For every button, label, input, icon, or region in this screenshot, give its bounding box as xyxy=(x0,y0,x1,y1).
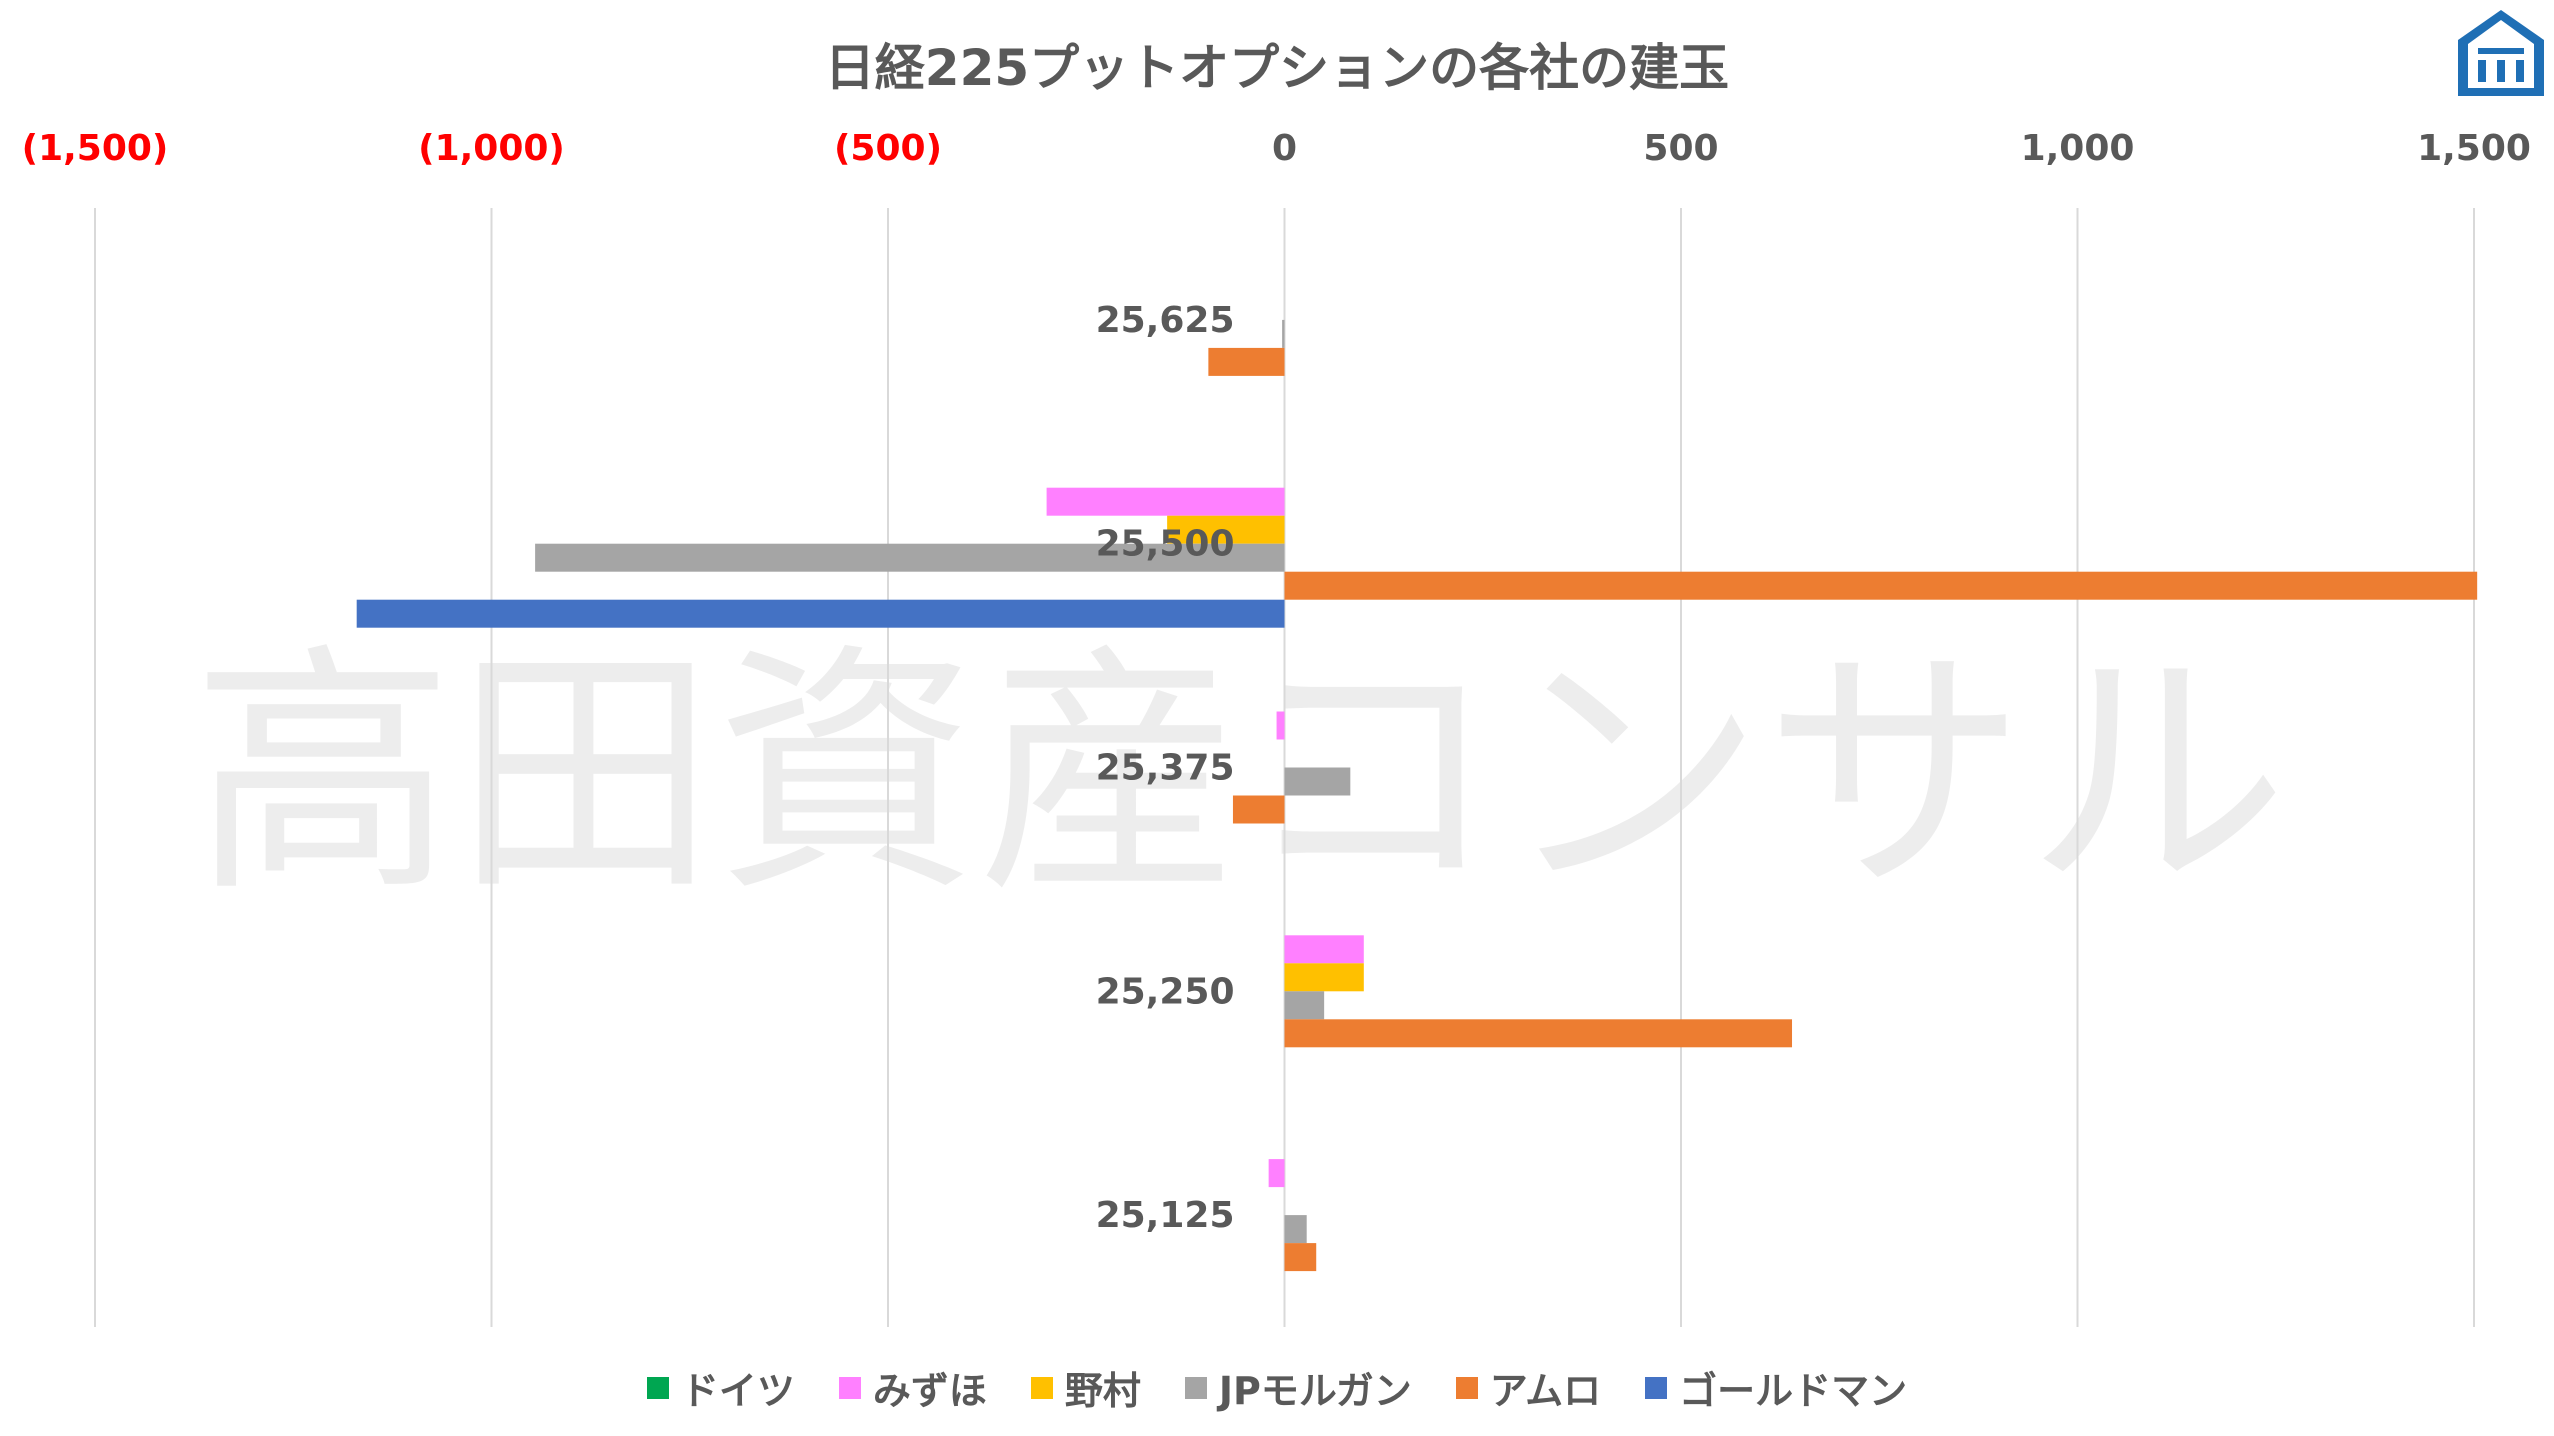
bar xyxy=(535,543,1285,572)
legend-label: アムロ xyxy=(1489,1369,1602,1413)
x-tick-label: 1,500 xyxy=(2417,128,2531,169)
legend-item: みずほ xyxy=(838,1360,987,1415)
watermark: 高田資産コンサル xyxy=(192,622,2288,927)
category-labels: 25,625 25,500 25,375 25,250 25,125 xyxy=(1096,300,1235,1236)
x-axis-ticks: (1,500) (1,000) (500) 0 500 1,000 1,500 xyxy=(22,128,2531,169)
bar xyxy=(356,599,1285,628)
legend-swatch xyxy=(1455,1376,1478,1399)
house-icon xyxy=(2458,10,2544,96)
x-tick-label: (1,500) xyxy=(22,128,169,169)
chart-title: 日経225プットオプションの各社の建玉 xyxy=(824,39,1730,97)
bar xyxy=(1284,935,1364,964)
legend-label: みずほ xyxy=(872,1369,987,1413)
legend-item: ゴールドマン xyxy=(1645,1360,1907,1415)
bar xyxy=(1284,1019,1793,1048)
legend-item: ドイツ xyxy=(646,1360,795,1415)
x-tick-label: (1,000) xyxy=(418,128,565,169)
legend-swatch xyxy=(838,1376,861,1399)
legend-label: 野村 xyxy=(1064,1369,1141,1413)
legend-swatch xyxy=(1184,1376,1207,1399)
legend-label: JPモルガン xyxy=(1218,1369,1412,1413)
category-label: 25,125 xyxy=(1096,1195,1235,1236)
category-label: 25,625 xyxy=(1096,300,1235,341)
bar xyxy=(1167,515,1285,544)
bar xyxy=(1284,991,1325,1020)
bar-chart: 高田資産コンサル 25,62525,50025,37525,25025,125 … xyxy=(22,128,2531,1327)
x-tick-label: (500) xyxy=(834,128,942,169)
bar xyxy=(1284,1243,1317,1272)
legend-item: 野村 xyxy=(1030,1360,1141,1415)
x-tick-label: 500 xyxy=(1643,128,1718,169)
legend-label: ゴールドマン xyxy=(1679,1369,1908,1413)
category-label: 25,250 xyxy=(1096,971,1235,1012)
bar xyxy=(1046,487,1285,516)
bar xyxy=(1276,711,1285,740)
bar xyxy=(1284,1215,1307,1244)
legend: ドイツ みずほ 野村 JPモルガン アムロ ゴールドマン xyxy=(0,1360,2554,1415)
x-tick-label: 0 xyxy=(1272,128,1297,169)
bar xyxy=(1268,1159,1285,1188)
bar xyxy=(1284,767,1351,796)
x-tick-label: 1,000 xyxy=(2021,128,2135,169)
bars xyxy=(356,319,2478,1272)
bar xyxy=(1284,571,2478,600)
legend-swatch xyxy=(1645,1376,1668,1399)
category-label: 25,375 xyxy=(1096,748,1235,789)
legend-item: JPモルガン xyxy=(1184,1360,1412,1415)
legend-item: アムロ xyxy=(1455,1360,1602,1415)
bar xyxy=(1232,795,1285,824)
bar xyxy=(1282,319,1285,348)
legend-swatch xyxy=(1030,1376,1053,1399)
category-label: 25,500 xyxy=(1096,524,1235,565)
bar xyxy=(1284,963,1364,992)
bar xyxy=(1208,347,1285,376)
legend-swatch xyxy=(646,1376,669,1399)
legend-label: ドイツ xyxy=(680,1369,795,1413)
